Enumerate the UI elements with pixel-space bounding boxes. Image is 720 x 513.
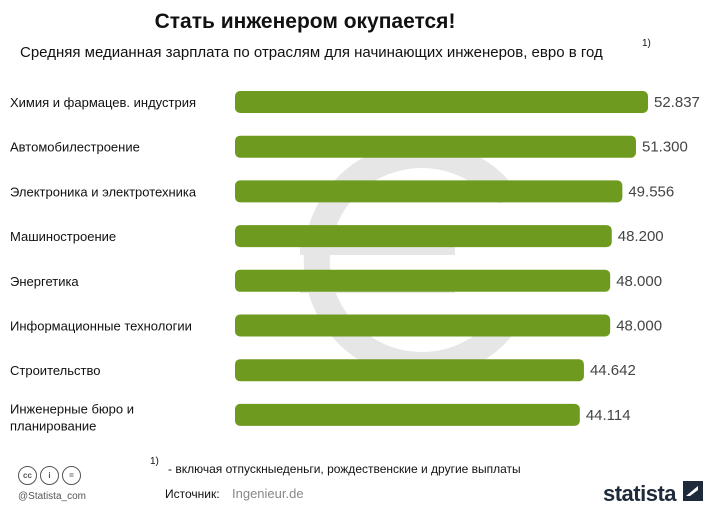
- attribution-icon: i: [40, 466, 59, 485]
- statista-logo-icon: [683, 481, 703, 501]
- bar: [235, 225, 612, 248]
- chart-title: Стать инженером окупается!: [154, 10, 456, 33]
- license-icons: cc i =: [18, 466, 81, 485]
- value-label: 49.556: [628, 183, 674, 200]
- value-label: 44.114: [586, 407, 631, 424]
- source-link[interactable]: Ingenieur.de: [232, 486, 304, 501]
- category-label: Энергетика: [10, 274, 79, 289]
- category-label: Электроника и электротехника: [10, 184, 197, 199]
- footnote-mark: 1): [642, 38, 651, 49]
- statista-logo[interactable]: statista: [603, 481, 677, 506]
- bar: [235, 180, 623, 203]
- category-label: Строительство: [10, 363, 100, 378]
- bar: [235, 403, 580, 426]
- category-label: Инженерные бюро и планирование: [10, 401, 134, 433]
- bar: [235, 314, 611, 337]
- bar: [235, 91, 648, 113]
- category-label: Автомобилестроение: [10, 140, 140, 155]
- credit-handle: @Statista_com: [18, 491, 86, 502]
- value-label: 48.000: [616, 273, 662, 290]
- value-label: 48.200: [618, 228, 664, 245]
- value-label: 48.000: [616, 318, 662, 335]
- footnote-mark-footer: 1): [150, 456, 159, 467]
- bar: [235, 135, 636, 158]
- bar: [235, 359, 584, 382]
- bar: [235, 269, 611, 292]
- footnote-text: - включая отпускныеденьги, рождественски…: [168, 462, 521, 476]
- value-label: 52.837: [654, 94, 700, 111]
- category-label: Машиностроение: [10, 229, 116, 244]
- no-derivatives-icon: =: [62, 466, 81, 485]
- category-label: Химия и фармацев. индустрия: [10, 95, 196, 110]
- source-label: Источник:: [165, 487, 220, 501]
- category-label: Информационные технологии: [10, 319, 192, 334]
- cc-icon: cc: [18, 466, 37, 485]
- chart-subtitle: Средняя медианная зарплата по отраслям д…: [20, 44, 603, 61]
- value-label: 51.300: [642, 139, 688, 156]
- value-label: 44.642: [590, 362, 636, 379]
